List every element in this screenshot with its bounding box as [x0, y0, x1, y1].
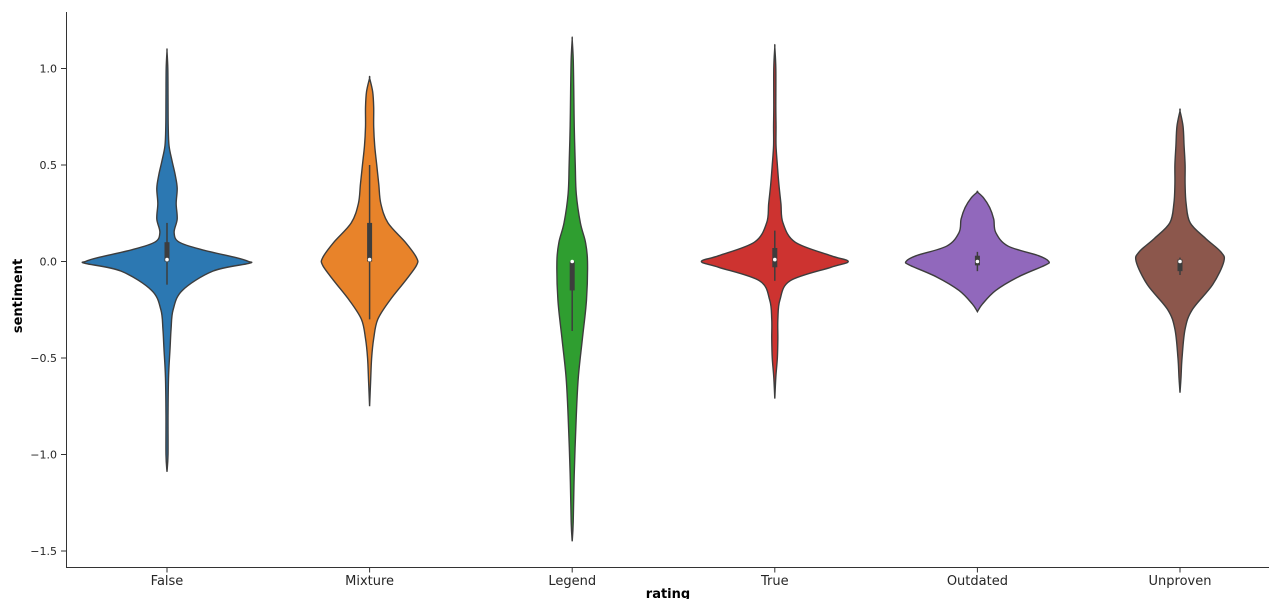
violin-body: [1134, 108, 1226, 393]
y-tick-label: 0.5: [40, 159, 58, 172]
violin-unproven: [1134, 108, 1226, 393]
x-tick-label: Unproven: [1149, 574, 1212, 589]
violin-iqr-box: [569, 261, 575, 291]
x-tick-label: Mixture: [345, 574, 394, 589]
violin-outdated: [904, 190, 1051, 313]
x-tick-label: False: [151, 574, 184, 589]
x-tick-label: Outdated: [947, 574, 1008, 589]
violin-body: [700, 43, 849, 399]
y-axis-title: sentiment: [11, 259, 26, 333]
violin-median: [1178, 259, 1182, 264]
violin-iqr-box: [367, 222, 373, 262]
x-axis-title: rating: [646, 587, 690, 599]
y-ticks: 1.0 0.5 0.0 −0.5 −1.0 −1.5: [30, 63, 66, 558]
violin-median: [773, 257, 777, 262]
violin-false: [81, 48, 253, 472]
violin-median: [367, 257, 372, 262]
x-tick-label: True: [760, 574, 789, 589]
violin-iqr-box: [772, 247, 778, 268]
violin-iqr-box: [164, 242, 170, 262]
violin-layer: [81, 36, 1226, 542]
violin-body: [904, 190, 1051, 313]
y-tick-label: −1.5: [30, 545, 57, 558]
y-tick-label: 1.0: [40, 63, 58, 76]
violin-mixture: [320, 75, 419, 407]
x-tick-label: Legend: [548, 574, 596, 589]
y-tick-label: −1.0: [30, 449, 57, 462]
axes: [66, 12, 1269, 568]
violin-median: [975, 259, 980, 264]
violin-median: [165, 257, 169, 262]
x-ticks: False Mixture Legend True Outdated Unproven: [151, 567, 1212, 589]
violin-true: [700, 43, 849, 399]
y-tick-label: 0.0: [40, 256, 58, 269]
violin-legend: [556, 36, 589, 542]
y-tick-label: −0.5: [30, 352, 57, 365]
violin-iqr-box: [1177, 259, 1183, 272]
violin-median: [570, 259, 574, 264]
